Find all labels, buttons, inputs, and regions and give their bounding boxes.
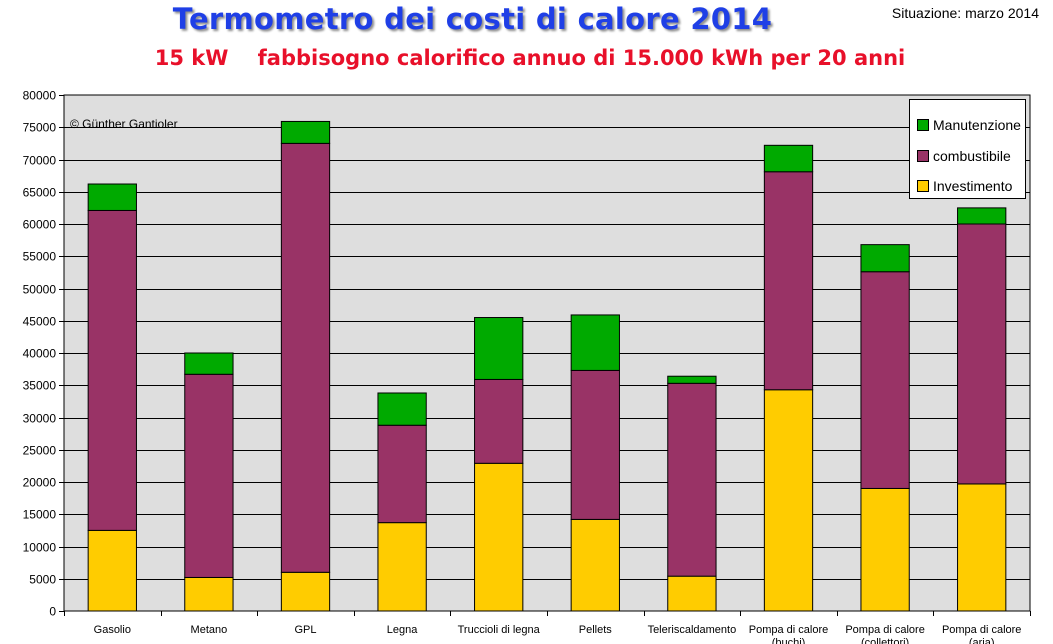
x-tick-label: Gasolio <box>94 624 131 636</box>
copyright-annotation: © Günther Gantioler <box>70 117 178 131</box>
y-tick-label: 25000 <box>23 444 57 458</box>
chart-subtitle: 15 kW fabbisogno calorifico annuo di 15.… <box>154 46 906 70</box>
bar-segment <box>184 373 234 578</box>
bar-segment <box>860 244 910 273</box>
y-tick-label: 55000 <box>23 250 57 264</box>
bar-segment <box>570 518 620 612</box>
y-tick-label: 30000 <box>23 412 57 426</box>
x-tick-label: Pompa di calore (collettori) <box>845 624 925 644</box>
bar-segment <box>87 529 137 612</box>
x-tick-label: Legna <box>387 624 418 636</box>
bar-segment <box>184 576 234 612</box>
bar-segment <box>957 207 1007 225</box>
y-tick-label: 45000 <box>23 315 57 329</box>
bar-segment <box>570 314 620 371</box>
y-tick-label: 50000 <box>23 283 57 297</box>
x-tick-label: Pompa di calore (aria) <box>942 624 1022 644</box>
bar-segment <box>184 352 234 375</box>
bar-segment <box>763 171 814 391</box>
situation-date: Situazione: marzo 2014 <box>891 5 1039 21</box>
bar-segment <box>87 183 137 211</box>
bar-segment <box>280 142 331 573</box>
bar-segment <box>860 271 910 489</box>
bar-segment <box>570 369 620 520</box>
bar-segment <box>860 487 910 612</box>
y-tick-label: 80000 <box>23 89 57 103</box>
x-tick-label: GPL <box>294 624 316 636</box>
legend-label: Investimento <box>933 178 1013 195</box>
x-tick-label: Pellets <box>579 624 613 636</box>
bar-segment <box>377 392 427 426</box>
x-tick-label: Pompa di calore (buchi) <box>749 624 829 644</box>
bar-segment <box>280 571 331 612</box>
bar-segment <box>667 375 717 384</box>
x-tick-label: Metano <box>191 624 228 636</box>
bar-segment <box>474 462 524 612</box>
x-tick-label: Teleriscaldamento <box>648 624 737 636</box>
legend-item: Investimento <box>910 171 1025 202</box>
bar-segment <box>957 483 1007 612</box>
y-tick-label: 35000 <box>23 379 57 393</box>
y-tick-label: 40000 <box>23 347 57 361</box>
x-tick-label: Truccioli di legna <box>458 624 541 636</box>
legend-swatch <box>917 119 929 132</box>
y-tick-label: 60000 <box>23 218 57 232</box>
bar-segment <box>280 120 331 144</box>
legend-item: Manutenzione <box>910 110 1025 141</box>
bar-segment <box>474 378 524 464</box>
y-tick-label: 70000 <box>23 154 57 168</box>
bar-segment <box>87 209 137 531</box>
legend-swatch <box>917 180 929 193</box>
y-tick-label: 75000 <box>23 121 57 135</box>
bar-segment <box>957 223 1007 485</box>
bar-segment <box>377 424 427 524</box>
y-tick-label: 5000 <box>29 573 56 587</box>
bar-segment <box>377 522 427 612</box>
bar-segment <box>667 382 717 577</box>
legend-label: combustibile <box>933 147 1011 164</box>
y-tick-label: 65000 <box>23 186 57 200</box>
bar-segment <box>763 389 814 612</box>
bar-segment <box>474 317 524 380</box>
bar-segment <box>763 144 814 173</box>
legend-swatch <box>917 149 929 162</box>
bar-segment <box>667 575 717 612</box>
y-tick-label: 10000 <box>23 541 57 555</box>
y-tick-label: 15000 <box>23 508 57 522</box>
legend-label: Manutenzione <box>933 117 1021 134</box>
chart-legend: Manutenzione combustibile Investimento <box>909 99 1026 199</box>
legend-item: combustibile <box>910 141 1025 172</box>
chart-title: Termometro dei costi di calore 2014 <box>172 2 773 36</box>
y-tick-label: 20000 <box>23 476 57 490</box>
y-tick-label: 0 <box>49 605 56 619</box>
